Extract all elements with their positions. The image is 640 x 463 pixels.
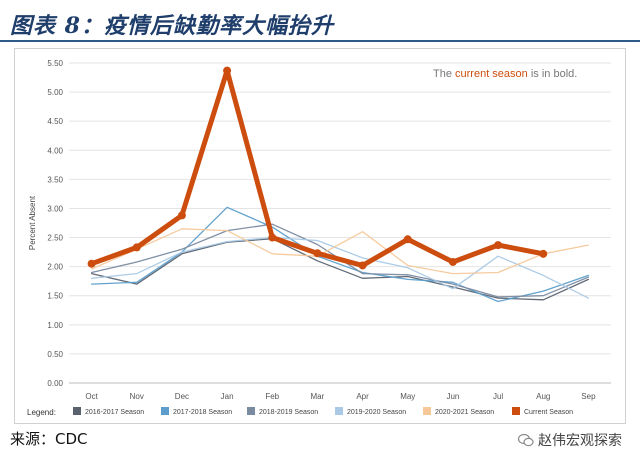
x-tick-label: May [400, 392, 415, 401]
source-note: 来源：CDC [10, 430, 88, 448]
y-axis-label: Percent Absent [28, 195, 37, 250]
line-chart: 0.00 0.50 1.00 1.50 2.00 2.50 3.00 3.50 4.00 4.50… [27, 59, 611, 417]
series-line [90, 236, 590, 299]
legend-label: 2020-2021 Season [435, 409, 494, 416]
y-tick-label: 0.50 [47, 350, 63, 359]
chart-annotation: The current season is in bold. [433, 68, 577, 80]
y-tick-label: 3.50 [47, 175, 63, 184]
series-point [132, 243, 141, 252]
x-tick-label: Oct [85, 392, 98, 401]
series-point [87, 259, 96, 268]
legend-label: 2018-2019 Season [259, 409, 318, 416]
legend-swatch [161, 407, 169, 415]
series-point [448, 257, 457, 266]
x-tick-label: Jan [221, 392, 234, 401]
legend-swatch [247, 407, 255, 415]
series-point [403, 235, 412, 244]
legend-label: 2019-2020 Season [347, 409, 406, 416]
x-tick-label: Mar [311, 392, 325, 401]
chart-frame: 0.00 0.50 1.00 1.50 2.00 2.50 3.00 3.50 4.00 4.50… [14, 48, 626, 424]
y-tick-label: 0.00 [47, 379, 63, 388]
x-tick-label: Jun [446, 392, 459, 401]
series-point [539, 249, 548, 258]
legend-label: 2016-2017 Season [85, 409, 144, 416]
series-line [90, 206, 590, 303]
x-tick-label: Jul [493, 392, 503, 401]
x-tick-label: Dec [175, 392, 189, 401]
legend-swatch [423, 407, 431, 415]
legend-label: Current Season [524, 409, 573, 416]
series-point [494, 241, 503, 250]
legend-title: Legend: [27, 408, 56, 417]
series-point [177, 211, 186, 220]
series-line [90, 238, 590, 301]
x-tick-label: Aug [536, 392, 550, 401]
y-tick-label: 2.50 [47, 234, 63, 243]
series-point [268, 233, 277, 242]
x-tick-label: Feb [265, 392, 279, 401]
y-tick-label: 1.00 [47, 321, 63, 330]
y-tick-label: 5.00 [47, 88, 63, 97]
y-tick-label: 5.50 [47, 59, 63, 68]
x-tick-label: Nov [130, 392, 144, 401]
legend-swatch [335, 407, 343, 415]
series-point [358, 261, 367, 270]
series-point [313, 249, 322, 258]
page-title: 图表 8：疫情后缺勤率大幅抬升 [10, 13, 334, 39]
y-tick-label: 2.00 [47, 263, 63, 272]
watermark-text: 赵伟宏观探索 [538, 432, 622, 448]
y-tick-label: 1.50 [47, 292, 63, 301]
legend-swatch [512, 407, 520, 415]
legend-swatch [73, 407, 81, 415]
watermark: 赵伟宏观探索 [518, 430, 622, 450]
series-line [89, 68, 546, 268]
x-tick-label: Apr [356, 392, 369, 401]
wechat-icon [518, 433, 534, 447]
y-tick-label: 4.50 [47, 117, 63, 126]
series-point [223, 66, 232, 75]
series-line [90, 228, 590, 275]
y-tick-label: 3.00 [47, 204, 63, 213]
legend-label: 2017-2018 Season [173, 409, 232, 416]
x-tick-label: Sep [581, 392, 596, 401]
y-tick-label: 4.00 [47, 146, 63, 155]
title-bar: 图表 8：疫情后缺勤率大幅抬升 [0, 0, 640, 42]
